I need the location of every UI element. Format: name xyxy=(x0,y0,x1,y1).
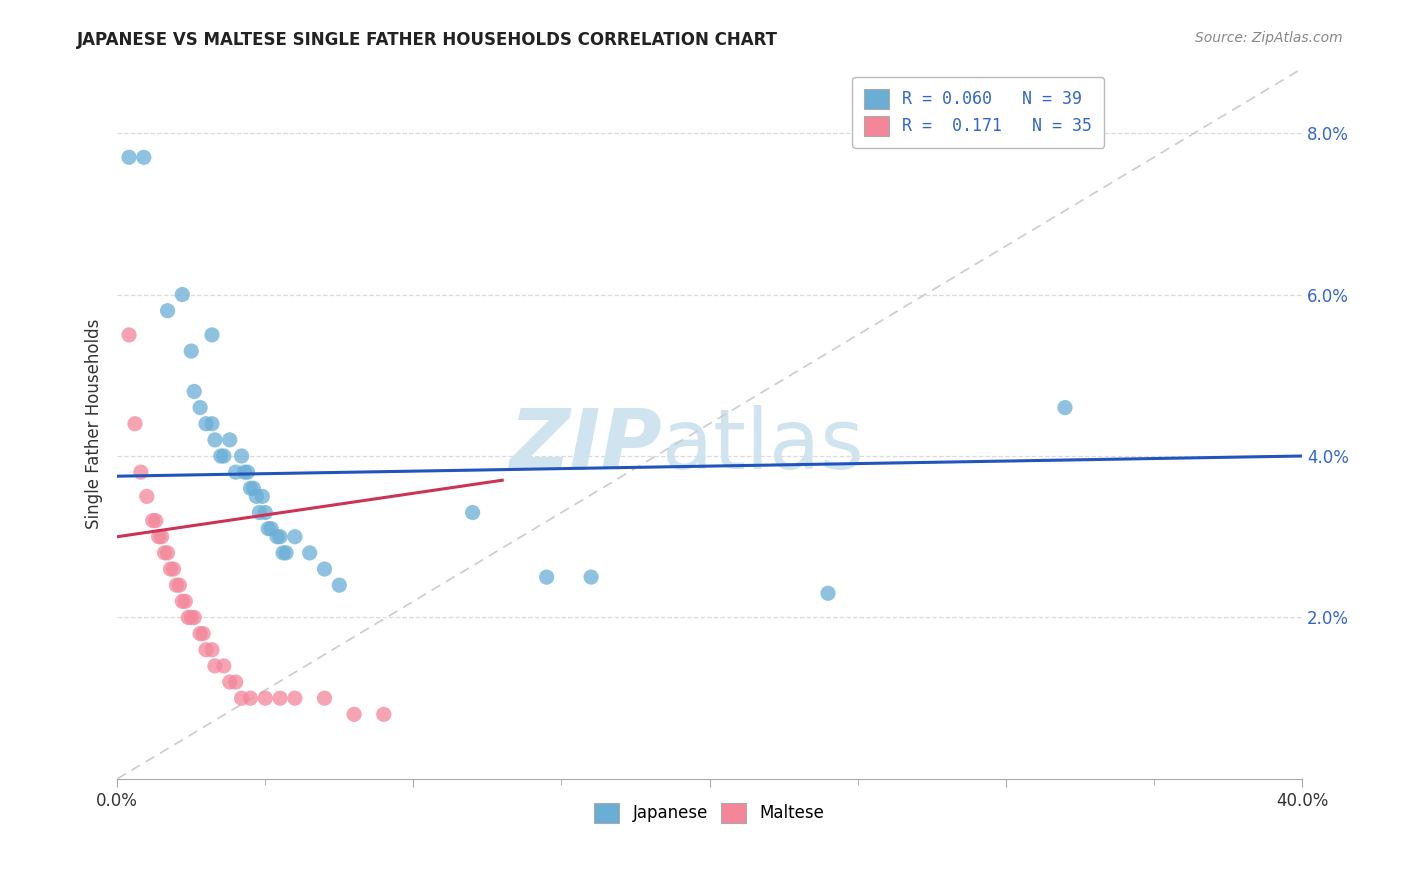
Point xyxy=(236,465,259,479)
Point xyxy=(298,546,321,560)
Point xyxy=(266,530,288,544)
Point xyxy=(183,384,205,399)
Point xyxy=(172,287,194,301)
Point xyxy=(180,610,202,624)
Point xyxy=(180,344,202,359)
Point xyxy=(159,562,181,576)
Point xyxy=(132,150,155,164)
Point xyxy=(191,626,214,640)
Point xyxy=(239,691,262,706)
Point xyxy=(188,401,211,415)
Point xyxy=(201,642,224,657)
Point xyxy=(135,489,157,503)
Point xyxy=(118,327,141,342)
Point xyxy=(245,489,267,503)
Point xyxy=(195,642,218,657)
Point xyxy=(328,578,350,592)
Point xyxy=(118,150,141,164)
Point xyxy=(1053,401,1076,415)
Point xyxy=(156,303,179,318)
Point xyxy=(817,586,839,600)
Point xyxy=(233,465,256,479)
Point xyxy=(231,449,253,463)
Point xyxy=(579,570,602,584)
Point xyxy=(239,481,262,495)
Point xyxy=(284,691,307,706)
Point xyxy=(204,659,226,673)
Point xyxy=(195,417,218,431)
Point xyxy=(536,570,558,584)
Legend: Japanese, Maltese: Japanese, Maltese xyxy=(582,791,837,835)
Point xyxy=(242,481,264,495)
Point xyxy=(225,465,247,479)
Point xyxy=(142,514,165,528)
Point xyxy=(314,691,336,706)
Y-axis label: Single Father Households: Single Father Households xyxy=(86,318,103,529)
Point xyxy=(156,546,179,560)
Point xyxy=(218,433,240,447)
Point xyxy=(201,327,224,342)
Point xyxy=(247,506,270,520)
Point xyxy=(174,594,197,608)
Point xyxy=(254,506,277,520)
Point xyxy=(162,562,184,576)
Point xyxy=(257,522,280,536)
Text: ZIP: ZIP xyxy=(509,405,662,485)
Point xyxy=(183,610,205,624)
Point xyxy=(231,691,253,706)
Point xyxy=(169,578,191,592)
Point xyxy=(124,417,146,431)
Point xyxy=(218,675,240,690)
Point xyxy=(284,530,307,544)
Point xyxy=(343,707,366,722)
Point xyxy=(148,530,170,544)
Point xyxy=(150,530,173,544)
Text: Source: ZipAtlas.com: Source: ZipAtlas.com xyxy=(1195,31,1343,45)
Point xyxy=(172,594,194,608)
Point xyxy=(461,506,484,520)
Point xyxy=(188,626,211,640)
Point xyxy=(271,546,294,560)
Point xyxy=(201,417,224,431)
Text: JAPANESE VS MALTESE SINGLE FATHER HOUSEHOLDS CORRELATION CHART: JAPANESE VS MALTESE SINGLE FATHER HOUSEH… xyxy=(77,31,779,49)
Point xyxy=(145,514,167,528)
Point xyxy=(274,546,297,560)
Point xyxy=(177,610,200,624)
Point xyxy=(165,578,187,592)
Point xyxy=(269,691,291,706)
Point xyxy=(153,546,176,560)
Point xyxy=(252,489,274,503)
Point xyxy=(212,659,235,673)
Point xyxy=(314,562,336,576)
Text: atlas: atlas xyxy=(662,405,863,485)
Point xyxy=(260,522,283,536)
Point xyxy=(373,707,395,722)
Point xyxy=(269,530,291,544)
Point xyxy=(129,465,152,479)
Point xyxy=(212,449,235,463)
Point xyxy=(204,433,226,447)
Point xyxy=(225,675,247,690)
Point xyxy=(209,449,232,463)
Point xyxy=(254,691,277,706)
